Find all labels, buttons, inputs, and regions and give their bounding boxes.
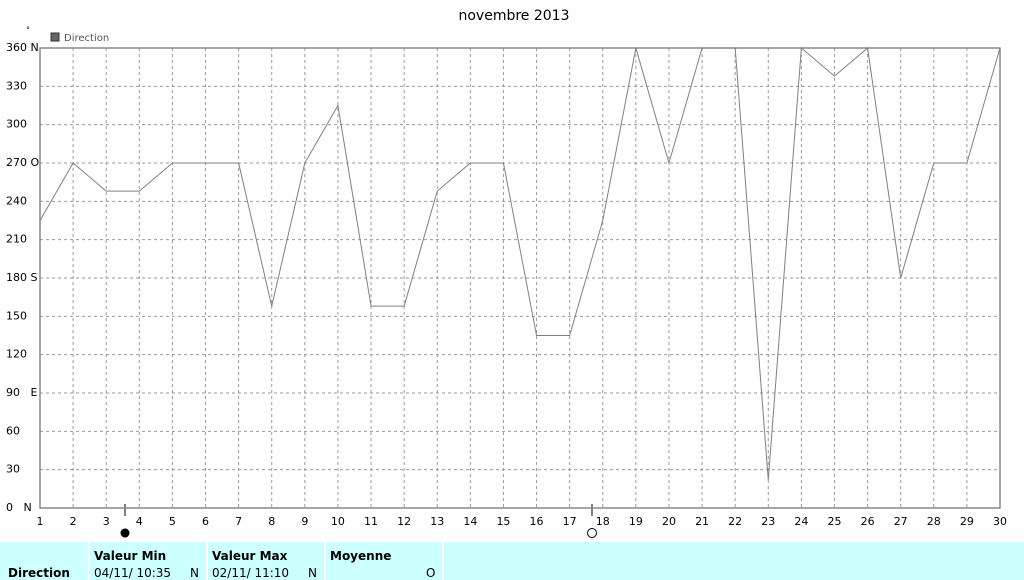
x-tick-label: 17 xyxy=(563,515,577,528)
y-tick-label: 150 xyxy=(6,309,27,322)
date: 04/11/ 10:35 xyxy=(94,566,172,580)
date: 02/11/ 11:10 xyxy=(212,566,290,580)
y-tick-label: 180 S xyxy=(6,271,37,284)
y-unit: ° xyxy=(26,26,30,35)
chart-title: novembre 2013 xyxy=(458,8,569,24)
legend-swatch xyxy=(50,32,60,42)
x-tick-label: 5 xyxy=(169,515,176,528)
x-tick-label: 29 xyxy=(960,515,974,528)
x-tick-label: 20 xyxy=(662,515,676,528)
y-tick-label: 360 N xyxy=(6,41,39,54)
x-tick-label: 16 xyxy=(530,515,544,528)
x-tick-label: 12 xyxy=(397,515,411,528)
plot-frame xyxy=(39,47,1001,509)
x-tick-label: 2 xyxy=(70,515,77,528)
y-tick-label: 30 xyxy=(6,463,20,476)
separator xyxy=(206,542,208,580)
x-tick-label: 30 xyxy=(993,515,1007,528)
x-tick-label: 27 xyxy=(894,515,908,528)
data-line xyxy=(39,46,1001,480)
separator xyxy=(442,542,444,580)
column-header: Valeur Min xyxy=(94,549,167,563)
column-header: Valeur Max xyxy=(212,549,288,563)
x-tick-label: 1 xyxy=(37,515,44,528)
separator xyxy=(88,542,90,580)
x-tick-label: 19 xyxy=(629,515,643,528)
y-tick-label: 270 O xyxy=(6,156,39,169)
x-tick-label: 24 xyxy=(794,515,808,528)
x-tick-label: 15 xyxy=(496,515,510,528)
x-tick-label: 21 xyxy=(695,515,709,528)
x-tick-label: 9 xyxy=(301,515,308,528)
y-tick-label: 120 xyxy=(6,348,27,361)
x-tick-label: 23 xyxy=(761,515,775,528)
x-tick-label: 22 xyxy=(728,515,742,528)
x-tick-label: 8 xyxy=(268,515,275,528)
y-tick-label: 90 E xyxy=(6,386,37,399)
value: N xyxy=(190,566,199,580)
y-tick-label: 210 xyxy=(6,233,27,246)
y-tick-label: 60 xyxy=(6,424,20,437)
x-tick-label: 26 xyxy=(861,515,875,528)
x-tick-label: 25 xyxy=(827,515,841,528)
x-tick-label: 11 xyxy=(364,515,378,528)
x-tick-label: 3 xyxy=(103,515,110,528)
x-tick-label: 7 xyxy=(235,515,242,528)
new-moon-icon xyxy=(587,528,597,538)
legend-label: Direction xyxy=(64,33,109,44)
row-label: Direction xyxy=(8,566,70,580)
value: N xyxy=(308,566,317,580)
x-tick-label: 6 xyxy=(202,515,209,528)
y-tick-label: 300 xyxy=(6,118,27,131)
x-tick-label: 10 xyxy=(331,515,345,528)
separator xyxy=(324,542,326,580)
summary-table: Direction Valeur Min 04/11/ 10:35 N Vale… xyxy=(0,542,1024,580)
full-moon-icon xyxy=(120,528,130,538)
x-tick-label: 28 xyxy=(927,515,941,528)
x-tick-label: 13 xyxy=(430,515,444,528)
y-tick-label: 0 N xyxy=(6,501,32,514)
column-header: Moyenne xyxy=(330,549,392,563)
x-tick-label: 18 xyxy=(596,515,610,528)
y-tick-label: 240 xyxy=(6,194,27,207)
y-tick-label: 330 xyxy=(6,79,27,92)
value: O xyxy=(426,566,436,580)
x-tick-label: 14 xyxy=(463,515,477,528)
x-tick-label: 4 xyxy=(136,515,143,528)
